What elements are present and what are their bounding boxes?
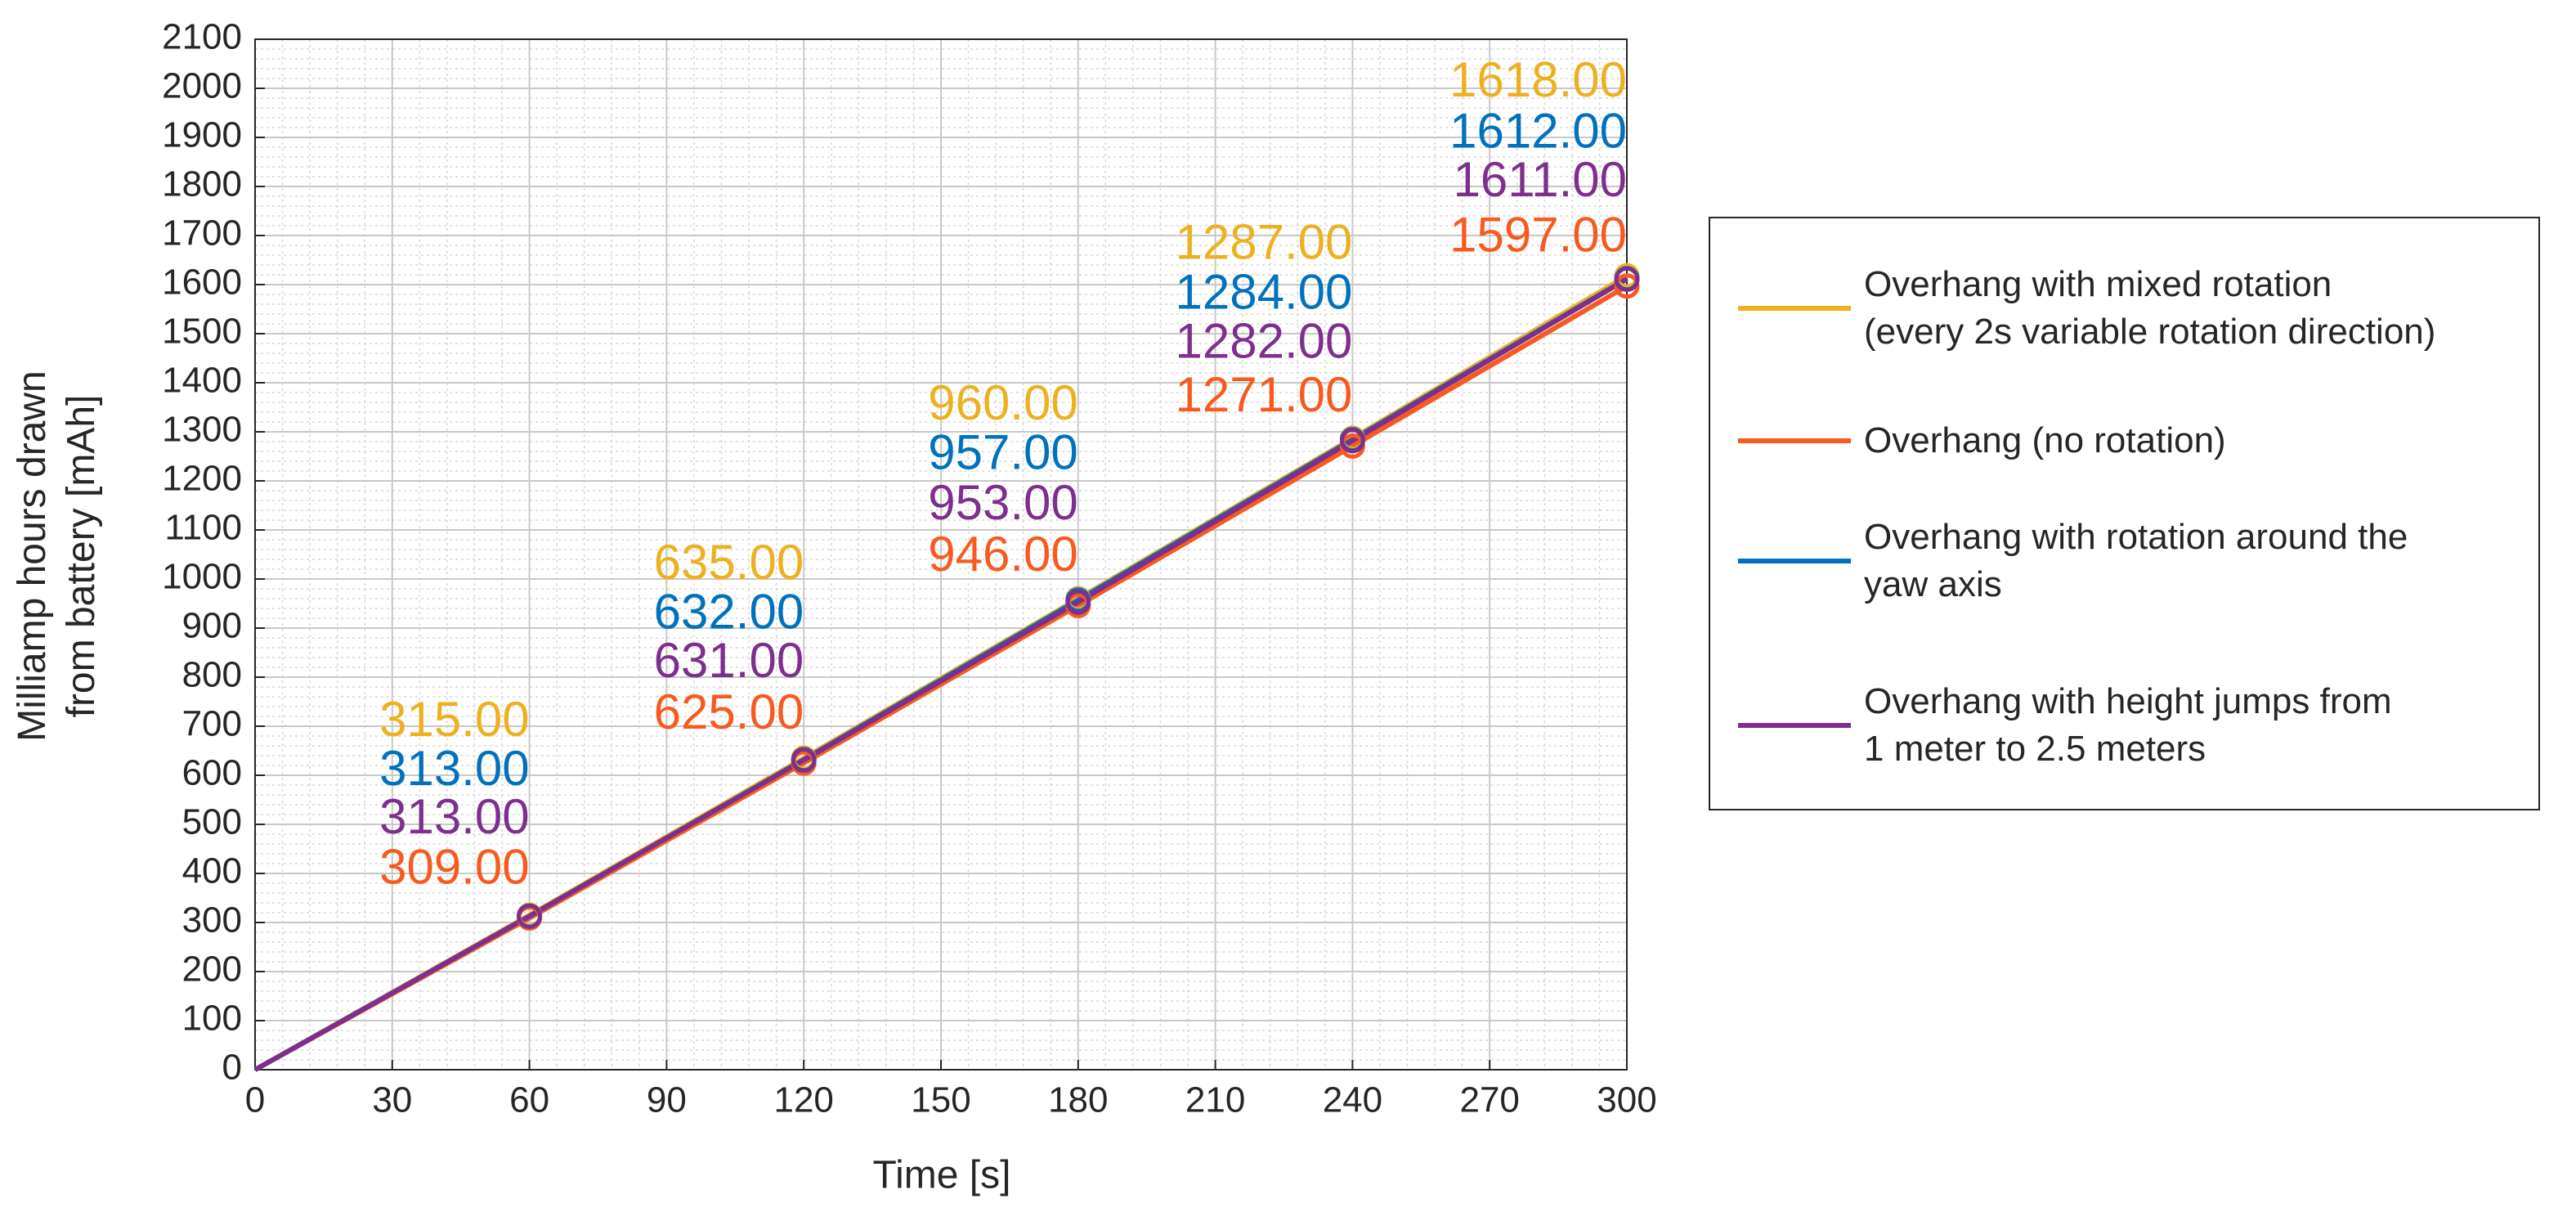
data-point (791, 747, 817, 773)
value-label: 625.00 (654, 685, 804, 739)
data-point (517, 903, 543, 929)
legend-swatch (1738, 438, 1851, 443)
legend-label: Overhang (no rotation) (1864, 420, 2226, 460)
y-tick-label: 1400 (162, 361, 242, 401)
x-tick-label: 180 (1048, 1080, 1108, 1120)
y-tick-label: 700 (182, 704, 242, 744)
y-tick-label: 100 (182, 999, 242, 1039)
y-tick-label: 1700 (162, 213, 242, 254)
legend-swatch (1738, 306, 1851, 311)
value-label: 953.00 (928, 475, 1078, 530)
x-tick-label: 30 (372, 1080, 412, 1120)
y-tick-label: 300 (182, 900, 242, 940)
y-axis-title: Milliamp hours drawn from battery [mAh] (11, 370, 103, 742)
y-tick-label: 1300 (162, 410, 242, 450)
value-label: 1271.00 (1176, 367, 1353, 422)
value-label: 1287.00 (1176, 215, 1353, 270)
value-label: 632.00 (654, 585, 804, 640)
y-tick-label: 1800 (162, 164, 242, 204)
y-tick-label: 1200 (162, 459, 242, 499)
legend-label: Overhang with height jumps from 1 meter … (1864, 681, 2392, 769)
x-tick-label: 120 (773, 1080, 833, 1120)
value-label: 1597.00 (1449, 208, 1627, 263)
y-tick-label: 1100 (164, 508, 242, 548)
x-tick-label: 300 (1597, 1080, 1656, 1120)
x-tick-label: 240 (1323, 1080, 1382, 1120)
y-tick-label: 800 (182, 655, 242, 695)
value-label: 1284.00 (1176, 264, 1353, 319)
legend-entry: Overhang (no rotation) (1710, 417, 2538, 465)
y-tick-label: 1000 (162, 557, 242, 597)
data-point (1065, 589, 1091, 615)
grid (254, 38, 1628, 1071)
y-tick-label: 1500 (162, 312, 242, 352)
data-point (1339, 428, 1365, 454)
value-label: 635.00 (654, 535, 804, 590)
y-tick-label: 2000 (162, 66, 242, 106)
y-tick-label: 0 (222, 1048, 242, 1088)
x-axis-title: Time [s] (873, 1154, 1011, 1197)
y-tick-label: 1600 (162, 263, 242, 303)
value-label: 313.00 (379, 741, 530, 796)
value-label: 315.00 (379, 692, 530, 747)
x-tick-label: 90 (647, 1080, 687, 1120)
legend-swatch (1738, 723, 1851, 728)
series-line (253, 276, 1628, 1072)
plot-frame (254, 38, 1628, 1071)
x-tick-label: 60 (509, 1080, 549, 1120)
y-tick-label: 2100 (162, 17, 242, 57)
value-label: 631.00 (654, 633, 804, 688)
y-tick-label: 200 (182, 949, 242, 990)
data-point (1614, 266, 1640, 292)
legend: Overhang with mixed rotation (every 2s v… (1709, 217, 2540, 810)
legend-swatch (1738, 559, 1851, 563)
value-label: 313.00 (379, 789, 530, 844)
legend-entry: Overhang with rotation around the yaw ax… (1710, 514, 2538, 608)
x-tick-label: 270 (1459, 1080, 1519, 1120)
value-label: 946.00 (928, 527, 1078, 581)
value-label: 1282.00 (1176, 314, 1353, 369)
value-label: 1612.00 (1449, 104, 1627, 159)
value-label: 957.00 (928, 425, 1078, 480)
legend-entry: Overhang with mixed rotation (every 2s v… (1710, 261, 2538, 356)
x-tick-label: 0 (245, 1080, 265, 1120)
x-tick-label: 150 (911, 1080, 970, 1120)
value-label: 1611.00 (1454, 152, 1627, 207)
y-tick-label: 400 (182, 851, 242, 891)
value-label: 309.00 (379, 839, 530, 894)
y-tick-label: 1900 (162, 115, 242, 155)
y-tick-label: 500 (182, 802, 242, 842)
x-tick-label: 210 (1185, 1080, 1245, 1120)
legend-label: Overhang with mixed rotation (every 2s v… (1864, 264, 2436, 352)
legend-label: Overhang with rotation around the yaw ax… (1864, 517, 2408, 604)
y-tick-label: 900 (182, 606, 242, 646)
legend-entry: Overhang with height jumps from 1 meter … (1710, 678, 2538, 773)
value-label: 960.00 (928, 375, 1078, 430)
y-tick-label: 600 (182, 753, 242, 793)
value-label: 1618.00 (1449, 52, 1627, 107)
